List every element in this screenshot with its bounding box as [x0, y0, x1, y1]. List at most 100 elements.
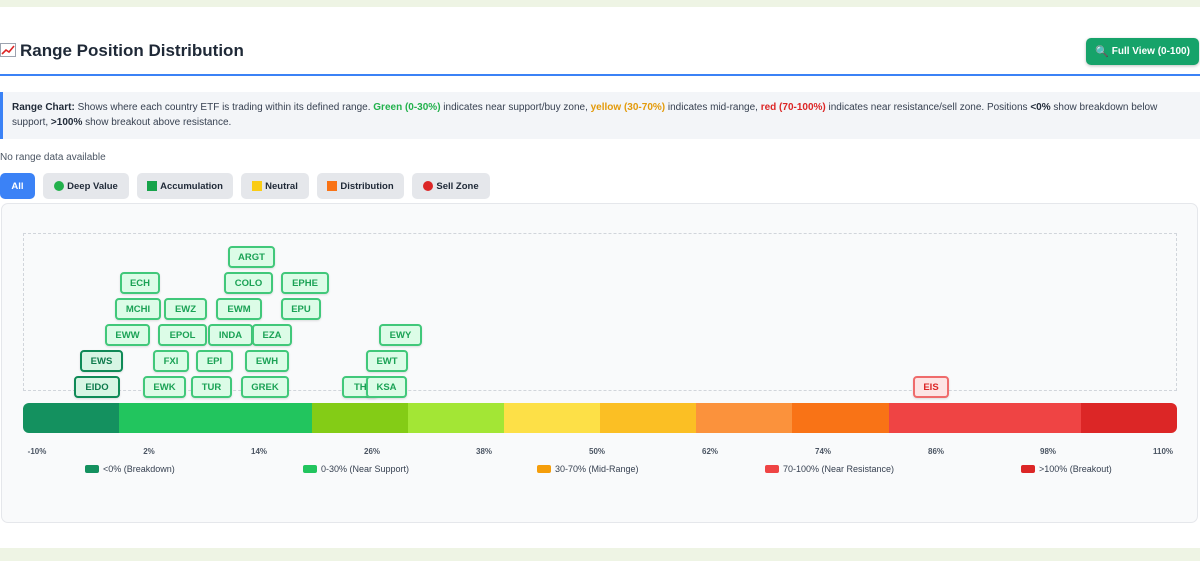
full-view-button[interactable]: 🔍 Full View (0-100) — [1086, 38, 1199, 65]
scale-tick: 86% — [927, 447, 945, 456]
etf-ticker: EPI — [206, 355, 223, 367]
legend-swatch — [303, 465, 317, 473]
range-chart-info: Range Chart: Shows where each country ET… — [0, 92, 1200, 139]
yellow-square-icon — [252, 181, 263, 191]
scale-tick: 38% — [475, 447, 493, 456]
info-green: Green (0-30%) — [373, 102, 441, 113]
scale-tick: 50% — [588, 447, 606, 456]
etf-chip-ewh[interactable]: EWH — [245, 350, 289, 372]
etf-ticker: EPOL — [169, 329, 196, 341]
etf-ticker: MCHI — [125, 303, 151, 315]
etf-chip-epi[interactable]: EPI — [196, 350, 233, 372]
filter-label: Sell Zone — [436, 180, 479, 192]
range-segment — [503, 403, 601, 433]
etf-chip-inda[interactable]: INDA — [208, 324, 253, 346]
etf-ticker: EWS — [90, 355, 113, 367]
etf-chip-ewz[interactable]: EWZ — [164, 298, 207, 320]
filter-label: Neutral — [265, 180, 298, 192]
etf-plot-area — [23, 233, 1177, 391]
etf-chip-colo[interactable]: COLO — [224, 272, 273, 294]
etf-ticker: EPU — [291, 303, 311, 315]
etf-chip-ech[interactable]: ECH — [120, 272, 160, 294]
range-segment — [600, 403, 697, 433]
scale-tick: 74% — [814, 447, 832, 456]
legend-swatch — [85, 465, 99, 473]
range-segment — [215, 403, 312, 433]
etf-chip-grek[interactable]: GREK — [241, 376, 289, 398]
etf-chip-ewk[interactable]: EWK — [143, 376, 186, 398]
legend-label: 0-30% (Near Support) — [321, 464, 410, 474]
scale-tick: 98% — [1039, 447, 1057, 456]
info-text: indicates near support/buy zone, — [440, 102, 591, 113]
etf-ticker: GREK — [251, 381, 279, 393]
legend-label: >100% (Breakout) — [1039, 464, 1112, 474]
filter-label: All — [11, 180, 24, 192]
etf-ticker: EWY — [389, 329, 412, 341]
info-breakdown: <0% — [1030, 102, 1051, 113]
etf-chip-ews[interactable]: EWS — [80, 350, 123, 372]
etf-chip-tur[interactable]: TUR — [191, 376, 232, 398]
chart-increasing-icon — [0, 43, 16, 57]
range-chart-panel — [1, 203, 1198, 523]
filter-neutral-button[interactable]: Neutral — [241, 173, 309, 199]
etf-chip-ewm[interactable]: EWM — [216, 298, 262, 320]
range-segment — [119, 403, 216, 433]
etf-chip-eza[interactable]: EZA — [252, 324, 292, 346]
scale-tick: 62% — [701, 447, 719, 456]
legend-item-near-resistance: 70-100% (Near Resistance) — [765, 464, 894, 474]
etf-chip-ewy[interactable]: EWY — [379, 324, 422, 346]
etf-ticker: INDA — [218, 329, 243, 341]
info-text: indicates mid-range, — [665, 102, 761, 113]
scale-tick: -10% — [27, 447, 47, 456]
card-header: Range Position Distribution 🔍 Full View … — [0, 7, 1200, 76]
orange-square-icon — [327, 181, 338, 191]
etf-ticker: FXI — [163, 355, 179, 367]
info-red: red (70-100%) — [760, 102, 826, 113]
scale-tick: 2% — [143, 447, 155, 456]
legend-swatch — [1021, 465, 1035, 473]
legend-item-near-support: 0-30% (Near Support) — [303, 464, 409, 474]
filter-accumulation-button[interactable]: Accumulation — [137, 173, 233, 199]
etf-chip-argt[interactable]: ARGT — [228, 246, 275, 268]
filter-all-button[interactable]: All — [0, 173, 35, 199]
info-text: show breakout above resistance. — [82, 117, 232, 128]
filter-distribution-button[interactable]: Distribution — [317, 173, 404, 199]
range-segment — [888, 403, 985, 433]
etf-ticker: EIDO — [85, 381, 109, 393]
etf-ticker: EIS — [923, 381, 939, 393]
etf-chip-epu[interactable]: EPU — [281, 298, 321, 320]
legend-swatch — [765, 465, 779, 473]
etf-ticker: ARGT — [238, 251, 265, 263]
scale-tick: 110% — [1152, 447, 1174, 456]
etf-chip-ewt[interactable]: EWT — [366, 350, 408, 372]
page-title-text: Range Position Distribution — [20, 41, 244, 60]
etf-chip-eido[interactable]: EIDO — [74, 376, 120, 398]
etf-chip-eis[interactable]: EIS — [913, 376, 949, 398]
etf-chip-epol[interactable]: EPOL — [158, 324, 207, 346]
red-circle-icon — [423, 181, 434, 191]
filter-sell-zone-button[interactable]: Sell Zone — [412, 173, 490, 199]
etf-chip-eww[interactable]: EWW — [105, 324, 150, 346]
legend-label: 30-70% (Mid-Range) — [555, 464, 639, 474]
magnifier-icon: 🔍 — [1095, 46, 1109, 58]
etf-chip-ephe[interactable]: EPHE — [281, 272, 329, 294]
legend-label: <0% (Breakdown) — [103, 464, 175, 474]
etf-chip-fxi[interactable]: FXI — [153, 350, 189, 372]
etf-ticker: EZA — [262, 329, 282, 341]
green-square-icon — [147, 181, 158, 191]
etf-ticker: ECH — [129, 277, 151, 289]
range-segment — [311, 403, 408, 433]
etf-chip-mchi[interactable]: MCHI — [115, 298, 161, 320]
etf-ticker: EWH — [255, 355, 279, 367]
filter-label: Deep Value — [67, 180, 118, 192]
etf-ticker: EWZ — [174, 303, 197, 315]
info-text: indicates near resistance/sell zone. Pos… — [825, 102, 1031, 113]
page-title: Range Position Distribution — [0, 41, 244, 61]
range-scale-bar — [23, 403, 1177, 433]
etf-ticker: KSA — [376, 381, 397, 393]
legend-item-breakout: >100% (Breakout) — [1021, 464, 1112, 474]
filter-deep-value-button[interactable]: Deep Value — [43, 173, 129, 199]
scale-tick: 14% — [250, 447, 268, 456]
etf-chip-ksa[interactable]: KSA — [366, 376, 407, 398]
legend-swatch — [537, 465, 551, 473]
